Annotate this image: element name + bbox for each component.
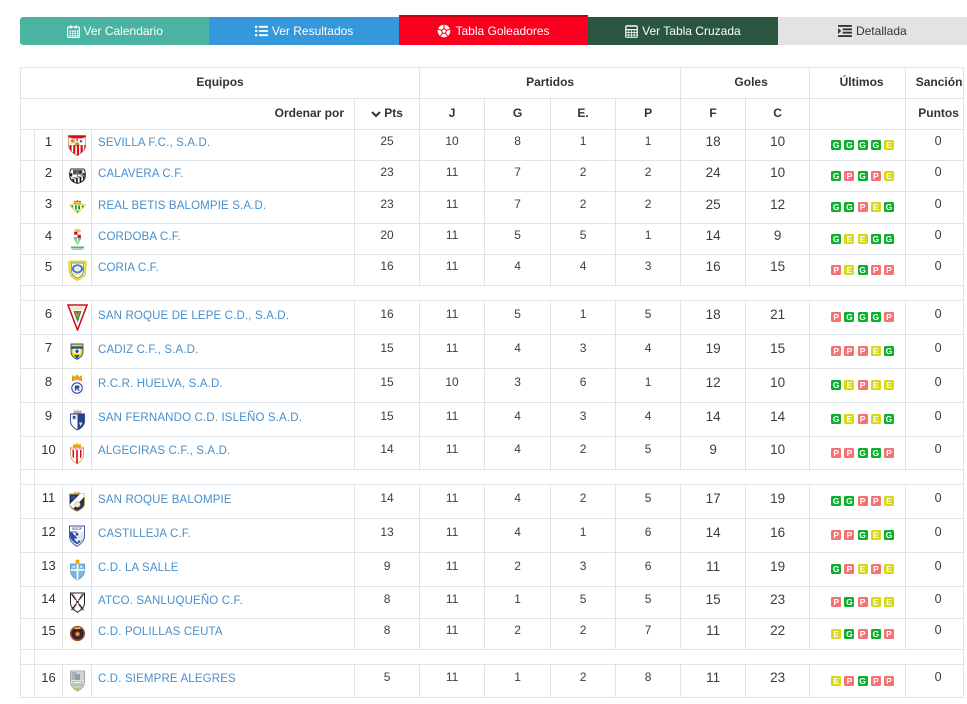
svg-text:SCCF: SCCF — [72, 527, 83, 531]
svg-text:ALGECIRAS: ALGECIRAS — [70, 447, 84, 450]
